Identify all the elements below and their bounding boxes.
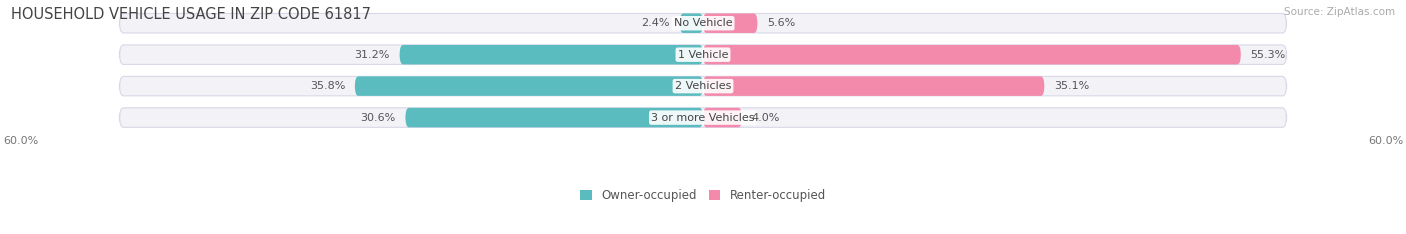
FancyBboxPatch shape	[120, 45, 1286, 64]
Text: 30.6%: 30.6%	[360, 113, 395, 123]
FancyBboxPatch shape	[405, 108, 703, 127]
Text: 60.0%: 60.0%	[1368, 136, 1403, 146]
Text: No Vehicle: No Vehicle	[673, 18, 733, 28]
Text: 60.0%: 60.0%	[3, 136, 38, 146]
Legend: Owner-occupied, Renter-occupied: Owner-occupied, Renter-occupied	[575, 184, 831, 207]
Text: Source: ZipAtlas.com: Source: ZipAtlas.com	[1284, 7, 1395, 17]
Text: 4.0%: 4.0%	[752, 113, 780, 123]
Text: HOUSEHOLD VEHICLE USAGE IN ZIP CODE 61817: HOUSEHOLD VEHICLE USAGE IN ZIP CODE 6181…	[11, 7, 371, 22]
FancyBboxPatch shape	[120, 14, 1286, 33]
Text: 3 or more Vehicles: 3 or more Vehicles	[651, 113, 755, 123]
Text: 31.2%: 31.2%	[354, 50, 389, 60]
Text: 55.3%: 55.3%	[1250, 50, 1285, 60]
FancyBboxPatch shape	[703, 45, 1241, 64]
FancyBboxPatch shape	[703, 14, 758, 33]
FancyBboxPatch shape	[703, 76, 1045, 96]
Text: 1 Vehicle: 1 Vehicle	[678, 50, 728, 60]
FancyBboxPatch shape	[120, 76, 1286, 96]
FancyBboxPatch shape	[679, 14, 703, 33]
Text: 5.6%: 5.6%	[768, 18, 796, 28]
FancyBboxPatch shape	[703, 108, 742, 127]
FancyBboxPatch shape	[399, 45, 703, 64]
Text: 35.8%: 35.8%	[309, 81, 344, 91]
Text: 35.1%: 35.1%	[1054, 81, 1090, 91]
FancyBboxPatch shape	[354, 76, 703, 96]
FancyBboxPatch shape	[120, 108, 1286, 127]
Text: 2.4%: 2.4%	[641, 18, 669, 28]
Text: 2 Vehicles: 2 Vehicles	[675, 81, 731, 91]
